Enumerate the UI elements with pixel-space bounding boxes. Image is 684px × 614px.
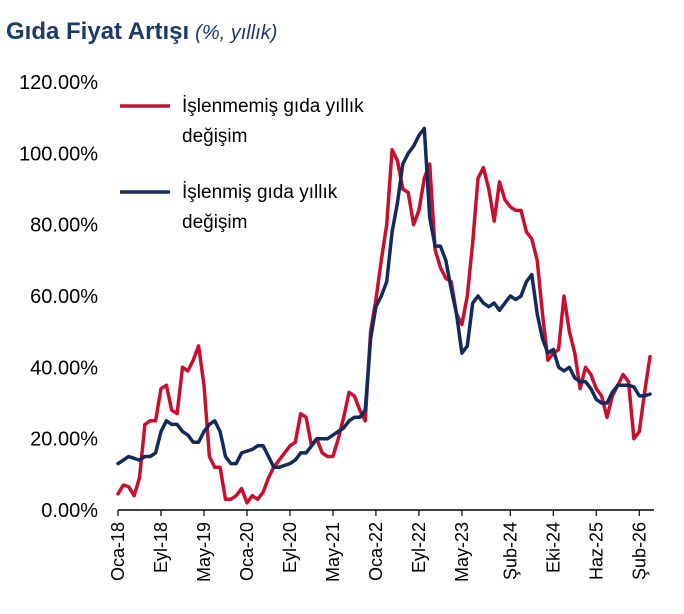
x-tick-label: May-23 [452, 522, 472, 582]
x-tick-label: Eyl-18 [151, 522, 171, 573]
chart-title: Gıda Fiyat Artışı [6, 18, 190, 45]
y-tick-label: 120.00% [19, 72, 98, 94]
y-tick-label: 80.00% [30, 215, 98, 237]
y-tick-label: 0.00% [41, 500, 98, 522]
x-tick-label: Oca-22 [366, 522, 386, 581]
chart-title-block: Gıda Fiyat Artışı (%, yıllık) [6, 18, 277, 46]
series-line-processed-food [116, 126, 652, 469]
x-tick-label: May-21 [323, 522, 343, 582]
legend: İşlenmemiş gıda yıllık değişim İşlenmiş gı… [120, 96, 364, 233]
chart-subtitle: (%, yıllık) [195, 22, 278, 44]
y-tick-label: 100.00% [19, 143, 98, 165]
legend-label-processed-food: İşlenmiş gıda yıllık değişim [182, 182, 338, 233]
x-tick-label: Eyl-20 [280, 522, 300, 573]
y-tick-label: 40.00% [30, 357, 98, 379]
legend-label-unprocessed-food: İşlenmemiş gıda yıllık değişim [182, 96, 364, 147]
y-axis-ticks: 0.00% 20.00% 40.00% 60.00% 80.00% 100.00% 120.… [19, 72, 98, 522]
x-tick-label: Şub-24 [500, 522, 520, 580]
y-tick-label: 20.00% [30, 429, 98, 451]
x-tick-label: May-19 [194, 522, 214, 582]
x-axis-ticks: Oca-18 Eyl-18 May-19 Oca-20 Eyl-20 May-21 Oca-… [108, 510, 649, 582]
x-tick-label: Şub-26 [629, 522, 649, 580]
x-tick-label: Haz-25 [586, 522, 606, 580]
x-tick-label: Eyl-22 [409, 522, 429, 573]
series-line-unprocessed-food [116, 148, 652, 505]
x-tick-label: Oca-18 [108, 522, 128, 581]
x-tick-label: Oca-20 [237, 522, 257, 581]
series-lines [116, 126, 652, 505]
y-tick-label: 60.00% [30, 286, 98, 308]
x-tick-label: Eki-24 [543, 522, 563, 573]
